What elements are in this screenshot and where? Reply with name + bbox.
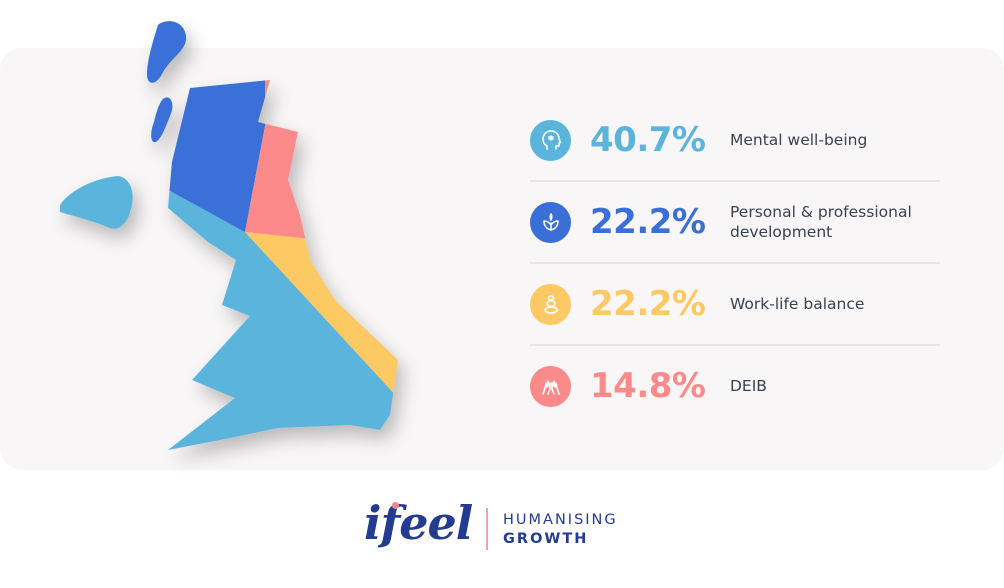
islands-mid [151,97,173,143]
hands-icon [530,365,571,407]
legend-label: Work-life balance [730,295,865,313]
tagline-line1: HUMANISING [503,512,618,528]
slice-personal-development [168,80,265,232]
tagline-line2: GROWTH [503,531,589,547]
legend-row-mental-wellbeing: 40.7% Mental well-being [530,100,940,180]
legend-value: 14.8% [590,366,706,406]
legend-label: Personal & professional development [730,203,912,241]
leaf-icon [530,201,571,243]
ireland [60,176,133,229]
legend-row-personal-development: 22.2% Personal & professional developmen… [530,180,940,262]
legend-value: 22.2% [590,284,706,324]
ifeel-logo: ifeel [364,496,473,550]
legend: 40.7% Mental well-being 22.2% Personal &… [530,100,940,426]
legend-label: Mental well-being [730,131,868,149]
logo-dot [392,502,399,509]
islands-top [146,21,187,83]
head-icon [530,119,571,161]
legend-value: 40.7% [590,120,706,160]
stones-icon [530,283,571,325]
legend-row-deib: 14.8% DEIB [530,344,940,426]
footer: ifeel HUMANISING GROWTH [0,490,1004,588]
legend-label: DEIB [730,377,767,395]
logo-divider [486,508,488,550]
legend-row-work-life-balance: 22.2% Work-life balance [530,262,940,344]
legend-value: 22.2% [590,202,706,242]
